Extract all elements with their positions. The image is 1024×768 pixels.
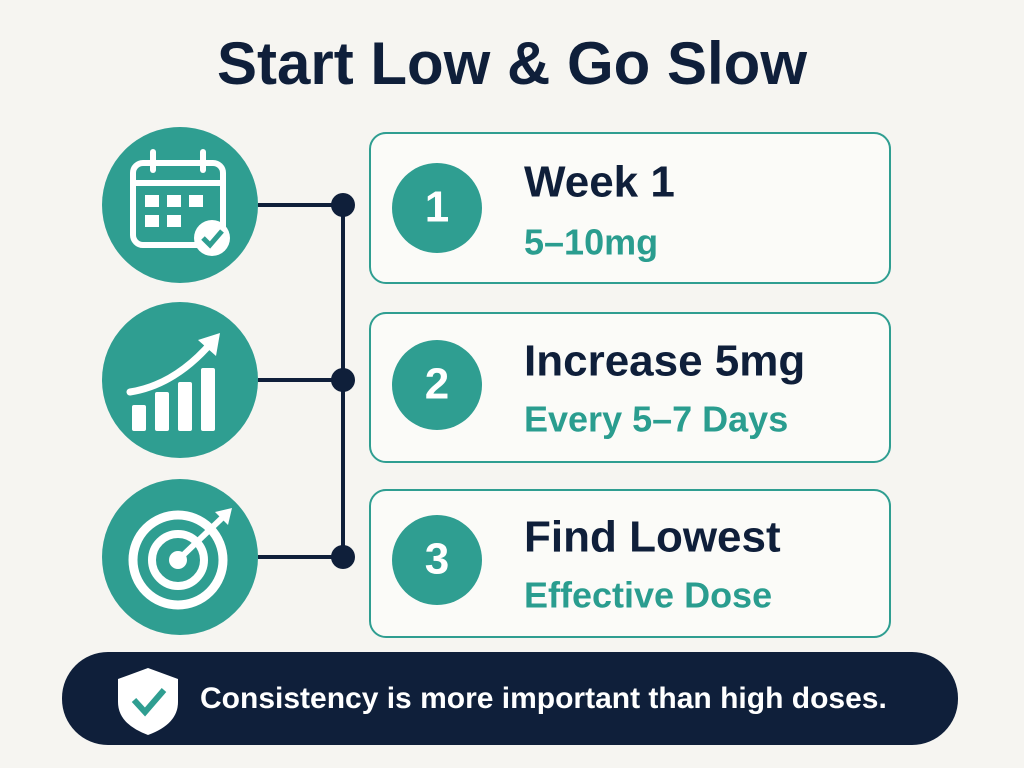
step-number: 1 bbox=[425, 183, 449, 232]
step-card: 1 Week 1 5–10mg bbox=[369, 132, 891, 284]
step-card: 3 Find Lowest Effective Dose bbox=[369, 489, 891, 638]
step-heading: Find Lowest bbox=[524, 513, 781, 562]
step-detail: Effective Dose bbox=[524, 575, 772, 616]
step-detail: 5–10mg bbox=[524, 222, 658, 263]
step-detail: Every 5–7 Days bbox=[524, 399, 788, 440]
step-heading: Increase 5mg bbox=[524, 337, 805, 386]
target-icon bbox=[102, 479, 258, 635]
growth-icon bbox=[102, 302, 258, 458]
footer-banner: Consistency is more important than high … bbox=[62, 652, 958, 745]
step-heading: Week 1 bbox=[524, 158, 675, 207]
calendar-icon bbox=[102, 127, 258, 283]
title: Start Low & Go Slow bbox=[217, 30, 807, 97]
step-number: 2 bbox=[425, 360, 449, 409]
step-number: 3 bbox=[425, 535, 449, 584]
connector-dots bbox=[331, 193, 355, 569]
footer-text: Consistency is more important than high … bbox=[200, 682, 887, 715]
step-card: 2 Increase 5mg Every 5–7 Days bbox=[369, 312, 891, 463]
